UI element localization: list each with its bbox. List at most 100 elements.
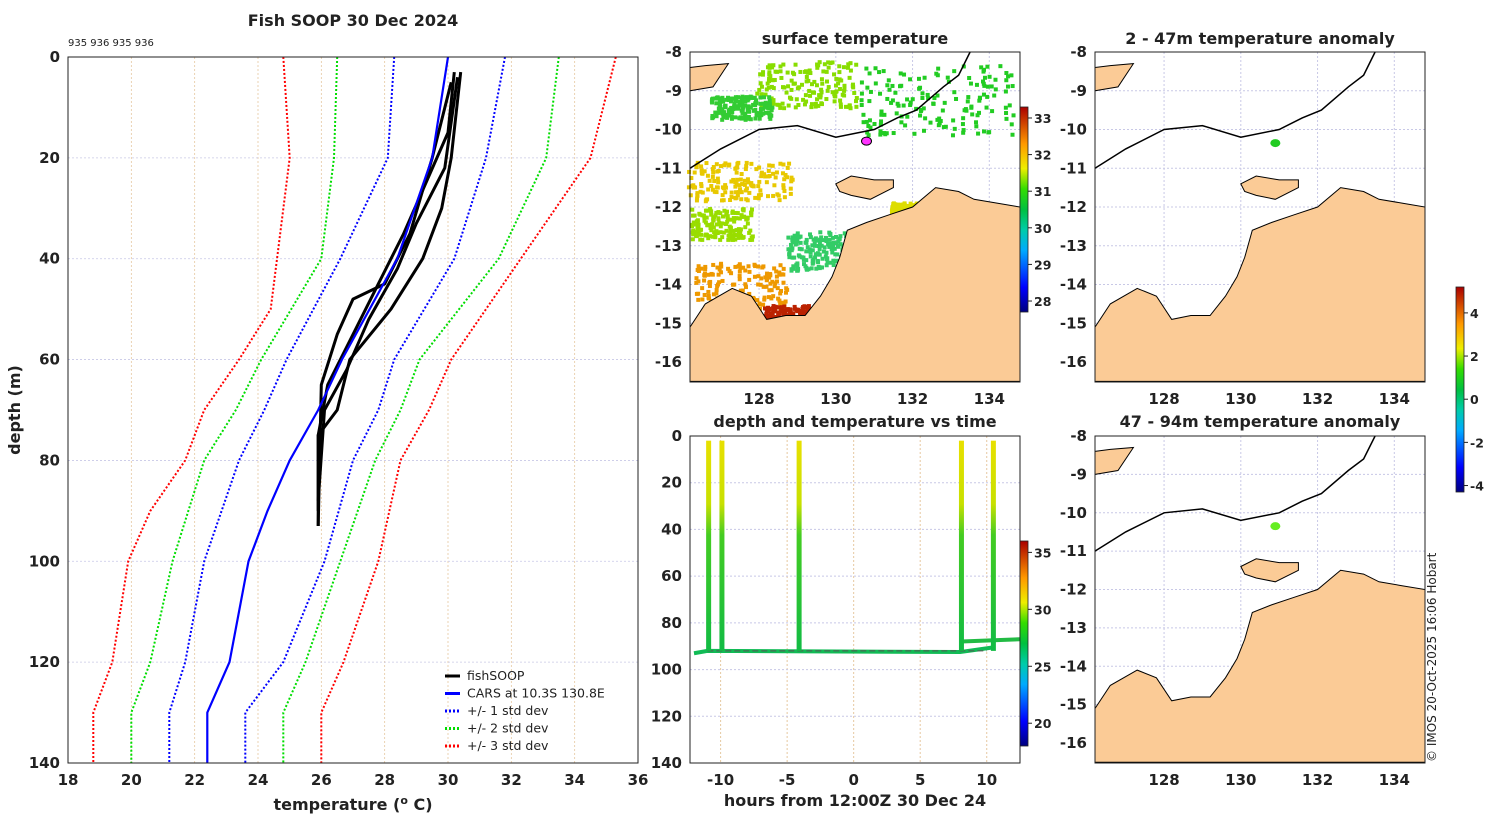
sst-pixel [725,209,730,214]
sst-pixel [830,250,835,255]
sst-pixel [704,161,709,166]
sst-pixel [1004,78,1009,83]
sst-pixel [920,95,925,100]
sst-pixel [745,95,750,100]
sst-pixel [985,94,990,99]
sst-pixel [886,78,891,83]
sst-pixel [846,62,851,67]
sst-pixel [751,296,756,301]
sst-pixel [726,113,731,118]
sst-pixel [732,101,737,106]
sst-pixel [836,81,841,86]
sst-pixel [775,102,780,107]
sst-pixel [838,234,843,239]
sst-pixel [694,234,699,239]
sst-pixel [830,60,835,65]
y-tick-label: 40 [39,250,60,268]
x-tick-label: 132 [1302,390,1333,408]
sst-pixel [793,105,798,110]
sst-pixel [814,83,819,88]
y-tick-label: 0 [672,427,682,445]
sst-pixel [697,228,702,233]
sst-pixel [699,266,704,271]
sst-pixel [758,192,763,197]
sst-pixel [726,266,731,271]
colorbar: 28 29 30 31 32 33 [1019,106,1052,313]
x-tick-label: 32 [501,771,522,789]
sst-pixel [859,91,864,96]
y-tick-label: -11 [1060,159,1087,177]
sst-pixel [756,196,761,201]
sst-pixel [716,110,721,115]
sst-pixel [782,189,787,194]
sst-pixel [768,281,773,286]
sst-pixel [878,132,883,137]
sst-pixel [819,87,824,92]
sst-pixel [868,125,873,130]
sst-pixel [711,164,716,169]
sst-pixel [763,92,768,97]
x-tick-label: 18 [58,771,79,789]
sst-pixel [696,297,701,302]
sst-pixel [747,269,752,274]
sst-pixel [789,179,794,184]
sst-pixel [892,210,897,215]
bottom-track [693,645,994,656]
sst-pixel [885,83,890,88]
sst-pixel [703,233,708,238]
sst-pixel [854,104,859,109]
sst-pixel [732,232,737,237]
sst-pixel [723,190,728,195]
ship-location-marker [1270,522,1281,531]
x-tick-label: 128 [1148,390,1179,408]
sst-pixel [799,82,804,87]
sst-pixel [982,83,987,88]
sst-pixel [748,105,753,110]
sst-pixel [778,105,783,110]
sst-pixel [868,89,873,94]
sst-pixel [963,107,968,112]
sst-pixel [828,260,833,265]
sst-pixel [797,254,802,259]
sst-pixel [830,90,835,95]
sst-pixel [709,212,714,217]
sst-pixel [701,213,706,218]
sst-pixel [828,241,833,246]
sst-pixel [808,235,813,240]
y-tick-label: -12 [655,198,682,216]
sst-pixel [734,182,739,187]
sst-pixel [758,101,763,106]
sst-pixel [837,77,842,82]
sst-pixel [775,69,780,74]
sst-pixel [753,195,758,200]
sst-pixel [822,62,827,67]
sst-pixel [935,93,940,98]
sst-pixel [710,222,715,227]
sst-pixel [777,103,782,108]
sst-pixel [694,291,699,296]
sst-pixel [733,264,738,269]
sst-pixel [728,225,733,230]
sst-pixel [854,62,859,67]
sst-pixel [879,119,884,124]
sst-pixel [861,120,866,125]
sst-pixel [761,111,766,116]
colorbar: 4 2 0 -2 -4 [1455,286,1484,494]
sst-pixel [714,222,719,227]
sst-pixel [739,96,744,101]
sst-pixel [769,288,774,293]
sst-pixel [982,75,987,80]
sst-pixel [819,235,824,240]
sst-pixel [751,102,756,107]
sst-pixel [764,311,769,316]
sst-pixel [734,170,739,175]
sst-pixel [859,98,864,103]
sst-pixel [726,163,731,168]
sst-pixel [780,305,785,310]
y-tick-label: -12 [1060,198,1087,216]
map-title: 2 - 47m temperature anomaly [1125,29,1395,48]
sst-pixel [765,81,770,86]
sst-pixel [961,116,966,121]
sst-pixel [763,100,768,105]
sst-pixel [984,105,989,110]
